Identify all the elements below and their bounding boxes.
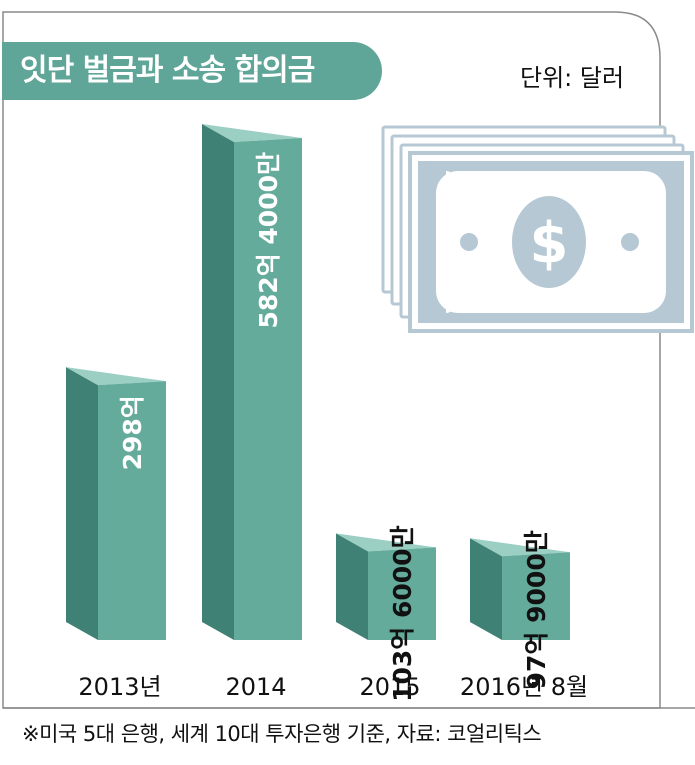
bar-front-face (368, 547, 436, 640)
x-tick-layer: 2013년 2014 2015 2016년 8월 (78, 673, 588, 701)
bar-front-face (502, 552, 570, 640)
value-label-3: 103억 6000만 (388, 525, 417, 701)
source-footnote: ※미국 5대 은행, 세계 10대 투자은행 기준, 자료: 코얼리틱스 (22, 722, 542, 746)
bar-2 (202, 124, 302, 640)
x-tick-label-3: 2015 (359, 673, 420, 701)
bar-front-face (234, 138, 302, 640)
coin-oval (512, 196, 586, 288)
bars-layer: 298억 582억 4000만 103억 6000만 97억 9000만 (66, 124, 570, 702)
dollar-bill-stack-icon: $ (381, 125, 694, 333)
bar-4 (470, 538, 570, 640)
bar-front-face (98, 381, 166, 640)
x-tick-label-2: 2014 (225, 673, 286, 701)
value-label-4: 97억 9000만 (522, 530, 551, 689)
bar-side-face (470, 538, 502, 640)
bar-1 (66, 367, 166, 640)
x-tick-label-1: 2013년 (78, 673, 161, 701)
dollar-sign-icon: $ (530, 211, 569, 276)
bar-side-face (202, 124, 234, 640)
x-tick-label-4: 2016년 8월 (460, 673, 588, 701)
bar-side-face (66, 367, 98, 640)
bar-top-face (336, 533, 436, 552)
bar-side-face (336, 533, 368, 640)
bar-top-face (202, 124, 302, 142)
unit-label: 단위: 달러 (520, 64, 625, 92)
chart-title: 잇단 벌금과 소송 합의금 (2, 42, 382, 100)
bar-3 (336, 533, 436, 640)
bill-dot-left (460, 233, 478, 251)
bar-top-face (470, 538, 570, 557)
value-label-2: 582억 4000만 (254, 152, 283, 328)
value-label-1: 298억 (118, 395, 147, 470)
bill-dot-right (621, 233, 639, 251)
bar-top-face (66, 367, 166, 386)
